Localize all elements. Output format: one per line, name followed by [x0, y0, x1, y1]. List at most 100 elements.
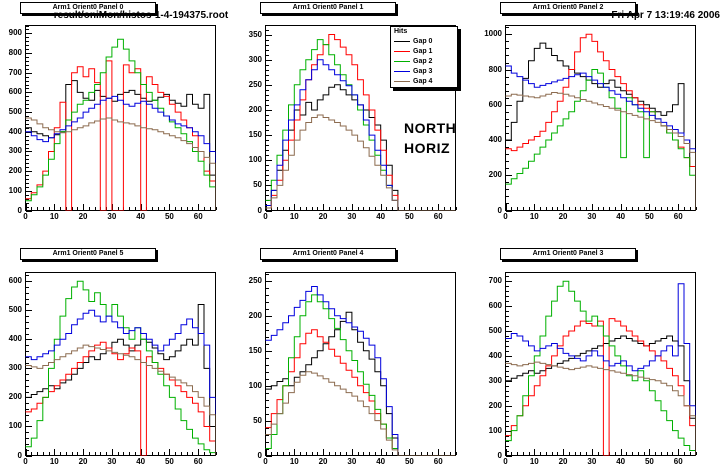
- histogram-pad-panel-5[interactable]: Arm1 Orient0 Panel 5 0 100 200 300 400 500 600…: [0, 234, 240, 468]
- histogram-line-gap-2: [25, 280, 216, 456]
- y-axis-tick-label: 100: [8, 185, 22, 195]
- x-axis-tick-label: 40: [616, 457, 626, 466]
- x-axis-tick-label: 30: [107, 457, 117, 466]
- legend-entry-label: Gap 0: [413, 37, 433, 45]
- y-axis-tick-label: 50: [253, 180, 262, 190]
- x-axis-tick-label: 50: [644, 457, 654, 466]
- histogram-line-gap-2: [25, 38, 216, 211]
- legend-swatch-line-icon: [394, 50, 410, 52]
- y-axis-tick-label: 400: [488, 350, 502, 360]
- histogram-plot-area[interactable]: [240, 0, 480, 234]
- legend-header: Hits: [394, 28, 408, 35]
- y-axis-tick-label: 600: [8, 276, 22, 286]
- y-axis-tick-label: 300: [8, 146, 22, 156]
- y-axis-tick-label: 500: [488, 326, 502, 335]
- histogram-plot-area[interactable]: [0, 0, 240, 234]
- y-axis-tick-label: 200: [248, 310, 262, 320]
- histogram-pad-panel-1[interactable]: Arm1 Orient0 Panel 1 0 50 100 150 200 250 300 3…: [240, 0, 480, 234]
- y-axis-tick-label: 300: [488, 375, 502, 385]
- x-axis-tick-label: 50: [164, 212, 174, 221]
- x-axis-tick-label: 60: [673, 212, 683, 221]
- y-axis-tick-label: 0: [497, 450, 502, 460]
- histogram-pad-panel-3[interactable]: Arm1 Orient0 Panel 3 0 100 200 300 400 500 600…: [480, 234, 720, 468]
- y-axis-tick-label: 400: [8, 126, 22, 136]
- pad-title-text: Arm1 Orient0 Panel 3: [532, 250, 604, 257]
- x-axis-tick-label: 40: [376, 212, 386, 221]
- y-axis-tick-label: 700: [488, 276, 502, 286]
- x-axis-tick-label: 60: [433, 212, 443, 221]
- x-axis-tick-label: 10: [289, 457, 299, 466]
- y-axis-tick-label: 0: [257, 205, 262, 215]
- histogram-line-gap-3: [505, 65, 696, 211]
- y-axis-tick-label: 600: [8, 87, 22, 97]
- x-axis-tick-label: 40: [136, 457, 146, 466]
- x-axis-tick-label: 20: [78, 212, 88, 221]
- x-axis-tick-label: 50: [404, 212, 414, 221]
- x-axis-tick-label: 20: [318, 212, 328, 221]
- y-axis-tick-label: 200: [488, 400, 502, 410]
- histogram-pad-panel-4[interactable]: Arm1 Orient0 Panel 4 0 50 100 150 200 250 0 10 2…: [240, 234, 480, 468]
- y-axis-tick-label: 100: [8, 421, 22, 431]
- histogram-plot-area[interactable]: [480, 0, 720, 234]
- histogram-plot-area[interactable]: [240, 234, 480, 468]
- legend-entry-label: Gap 4: [413, 77, 433, 85]
- x-axis-tick-label: 50: [404, 457, 414, 466]
- x-axis-tick-label: 40: [136, 212, 146, 221]
- legend-entry-label: Gap 2: [413, 57, 433, 65]
- x-axis-tick-label: 50: [164, 457, 174, 466]
- histogram-line-gap-3: [25, 95, 216, 211]
- pad-title-text: Arm1 Orient0 Panel 1: [292, 4, 364, 11]
- y-axis-tick-label: 400: [8, 334, 22, 344]
- pad-title-text: Arm1 Orient0 Panel 0: [52, 4, 124, 11]
- x-axis-tick-label: 30: [107, 212, 117, 221]
- x-axis-tick-label: 0: [23, 212, 28, 221]
- x-axis-tick-label: 60: [673, 457, 683, 466]
- y-axis-tick-label: 700: [8, 67, 22, 77]
- y-axis-tick-label: 0: [17, 205, 22, 215]
- histogram-line-gap-1: [265, 34, 456, 211]
- legend-swatch-line-icon: [394, 40, 410, 42]
- x-axis-tick-label: 30: [347, 457, 357, 466]
- legend-entry-label: Gap 3: [413, 67, 433, 75]
- y-axis-tick-label: 800: [8, 48, 22, 58]
- x-axis-tick-label: 20: [558, 457, 568, 466]
- histogram-pad-panel-2[interactable]: Arm1 Orient0 Panel 2 0 200 400 600 800 1000 0 1…: [480, 0, 720, 234]
- legend-box[interactable]: Hits Gap 0 Gap 1 Gap 2 Gap 3 Gap 4: [390, 26, 458, 88]
- y-axis-tick-label: 1000: [484, 29, 502, 39]
- canvas-timestamp: Fri Apr 7 13:19:46 2006: [611, 10, 720, 21]
- y-axis-tick-label: 400: [488, 135, 502, 145]
- x-axis-tick-label: 50: [644, 212, 654, 221]
- y-axis-tick-label: 200: [488, 170, 502, 180]
- y-axis-tick-label: 0: [17, 450, 22, 460]
- x-axis-tick-label: 10: [289, 212, 299, 221]
- histogram-plot-area[interactable]: [480, 234, 720, 468]
- x-axis-tick-label: 0: [503, 212, 508, 221]
- x-axis-tick-label: 30: [587, 457, 597, 466]
- y-axis-tick-label: 150: [248, 130, 262, 140]
- x-axis-tick-label: 0: [503, 457, 508, 466]
- histogram-line-gap-4: [265, 371, 456, 456]
- y-axis-tick-label: 250: [248, 79, 262, 89]
- histogram-line-gap-0: [25, 304, 216, 456]
- y-axis-tick-label: 200: [248, 104, 262, 114]
- y-axis-tick-label: 500: [8, 107, 22, 117]
- y-axis-tick-label: 500: [8, 305, 22, 315]
- histogram-line-gap-3: [265, 286, 456, 456]
- y-axis-tick-label: 100: [488, 425, 502, 435]
- histogram-plot-area[interactable]: [0, 234, 240, 468]
- x-axis-tick-label: 10: [529, 212, 539, 221]
- legend-swatch-line-icon: [394, 80, 410, 82]
- legend-entry-gap-0: Gap 0: [391, 36, 457, 46]
- histogram-line-gap-1: [505, 318, 696, 456]
- y-axis-tick-label: 150: [248, 345, 262, 355]
- histogram-line-gap-3: [265, 59, 456, 211]
- canvas-file-title: result/oniMon/histos-1-4-194375.root: [53, 10, 229, 21]
- x-axis-tick-label: 20: [78, 457, 88, 466]
- legend-swatch-line-icon: [394, 60, 410, 62]
- y-axis-tick-label: 100: [248, 155, 262, 165]
- pad-title: Arm1 Orient0 Panel 4: [260, 248, 396, 260]
- histogram-line-gap-2: [265, 294, 456, 456]
- x-axis-tick-label: 10: [49, 212, 59, 221]
- histogram-pad-panel-0[interactable]: Arm1 Orient0 Panel 0 0 100 200 300 400 500 600…: [0, 0, 240, 234]
